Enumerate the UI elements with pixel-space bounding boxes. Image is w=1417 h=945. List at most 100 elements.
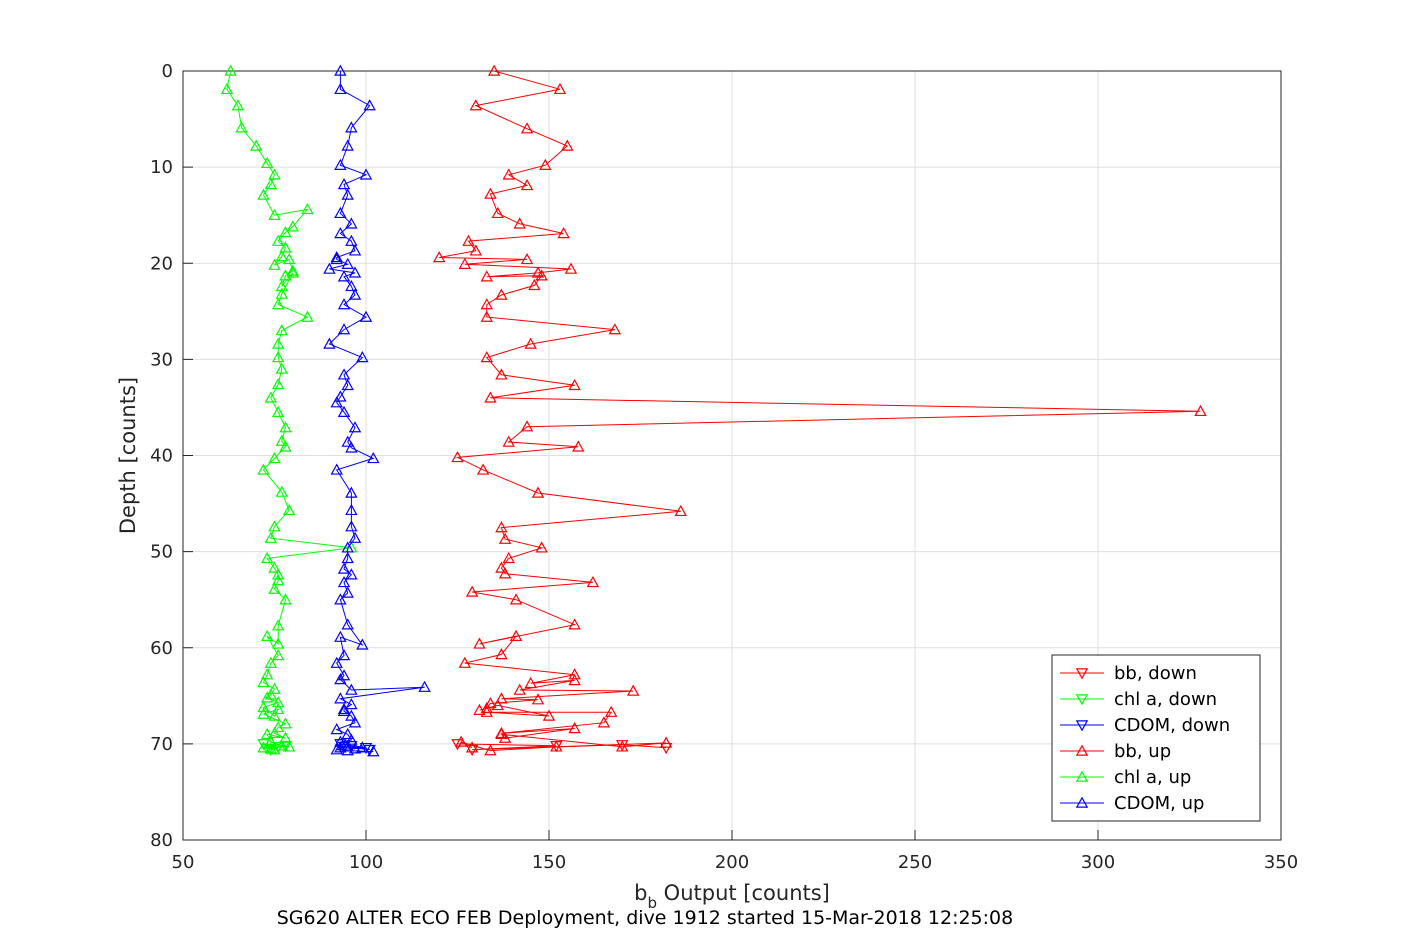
legend-swatch-marker bbox=[1075, 694, 1089, 706]
data-point-chl-a-up bbox=[268, 258, 281, 270]
data-point-cdom-up bbox=[341, 435, 354, 447]
data-point-cdom-up bbox=[323, 262, 336, 274]
data-point-bb-up bbox=[495, 692, 508, 704]
data-point-cdom-up bbox=[359, 310, 373, 322]
x-tick-label: 150 bbox=[532, 852, 566, 873]
data-point-cdom-up bbox=[348, 421, 362, 433]
legend-item-cdom-up: CDOM, up bbox=[1060, 793, 1204, 814]
data-point-bb-up bbox=[605, 705, 618, 717]
data-point-chl-a-up bbox=[268, 561, 281, 573]
data-point-bb-up bbox=[659, 736, 673, 748]
data-point-bb-up bbox=[531, 693, 545, 705]
data-point-bb-up bbox=[480, 701, 493, 714]
data-point-bb-up bbox=[553, 82, 567, 95]
x-tick-label: 200 bbox=[715, 852, 749, 873]
data-point-chl-a-up bbox=[268, 520, 281, 532]
data-point-cdom-up bbox=[348, 742, 362, 754]
data-point-bb-up bbox=[524, 337, 537, 349]
data-point-chl-a-up bbox=[271, 337, 285, 349]
data-point-cdom-up bbox=[341, 586, 354, 598]
data-point-chl-a-up bbox=[268, 582, 281, 594]
data-point-cdom-up bbox=[337, 702, 351, 715]
data-point-bb-up bbox=[480, 310, 493, 322]
data-point-chl-a-up bbox=[275, 434, 289, 446]
series-line-chl-a-up bbox=[226, 70, 352, 751]
legend-label: chl a, up bbox=[1114, 767, 1191, 788]
data-point-bb-up bbox=[568, 668, 581, 680]
data-point-chl-a-up bbox=[257, 675, 270, 688]
y-axis-label: Depth [counts] bbox=[116, 377, 140, 534]
data-point-bb-up bbox=[586, 575, 600, 588]
data-point-bb-up bbox=[473, 703, 486, 715]
y-tick-label: 70 bbox=[150, 734, 173, 755]
data-point-bb-up bbox=[454, 735, 468, 747]
data-point-cdom-up bbox=[348, 244, 362, 256]
data-point-cdom-up bbox=[341, 551, 354, 564]
data-point-chl-a-up bbox=[271, 234, 285, 246]
data-point-bb-up bbox=[509, 629, 523, 641]
data-point-cdom-down bbox=[334, 739, 347, 751]
data-point-bb-up bbox=[491, 698, 504, 711]
data-point-chl-a-up bbox=[264, 391, 278, 403]
data-point-cdom-up bbox=[345, 121, 358, 133]
data-point-bb-up bbox=[528, 278, 541, 291]
legend-label: CDOM, up bbox=[1114, 793, 1204, 814]
data-point-bb-down bbox=[451, 739, 464, 751]
data-point-chl-a-up bbox=[264, 177, 278, 190]
data-point-cdom-up bbox=[356, 741, 369, 753]
data-point-bb-up bbox=[480, 270, 493, 282]
data-point-cdom-up bbox=[348, 716, 362, 728]
series-chl-a-up bbox=[220, 64, 358, 755]
data-point-cdom-up bbox=[345, 441, 358, 453]
data-point-chl-a-up bbox=[220, 82, 234, 95]
data-point-bb-down bbox=[659, 742, 673, 755]
data-point-bb-up bbox=[458, 656, 472, 668]
legend-swatch-marker bbox=[1075, 720, 1089, 732]
data-point-bb-up bbox=[465, 585, 479, 597]
x-axis-label-main: b bbox=[634, 881, 647, 905]
series-group bbox=[220, 64, 1207, 757]
data-point-bb-up bbox=[502, 168, 515, 180]
legend-label: chl a, down bbox=[1114, 689, 1217, 710]
data-point-chl-a-up bbox=[260, 668, 274, 680]
data-point-bb-up bbox=[550, 740, 563, 752]
data-point-cdom-up bbox=[359, 168, 373, 180]
x-tick-label: 50 bbox=[172, 852, 195, 873]
series-bb-up bbox=[432, 64, 1207, 756]
data-point-chl-a-up bbox=[282, 503, 296, 516]
legend-swatch-marker bbox=[1075, 668, 1089, 680]
x-axis-label-rest: Output [counts] bbox=[657, 881, 830, 905]
legend-label: bb, down bbox=[1114, 663, 1197, 684]
legend-swatch-marker bbox=[1075, 796, 1089, 808]
data-point-chl-a-up bbox=[271, 619, 285, 631]
data-point-chl-a-up bbox=[260, 629, 274, 641]
legend-item-bb-up: bb, up bbox=[1060, 741, 1171, 762]
legend-item-chl-a-up: chl a, up bbox=[1060, 767, 1191, 788]
data-point-chl-a-up bbox=[271, 377, 285, 390]
series-line-cdom-down bbox=[340, 743, 370, 751]
data-point-cdom-up bbox=[337, 405, 351, 418]
data-point-bb-up bbox=[568, 378, 581, 391]
x-tick-label: 250 bbox=[898, 852, 932, 873]
data-point-cdom-up bbox=[345, 568, 358, 580]
data-point-cdom-up bbox=[337, 323, 351, 335]
y-tick-label: 50 bbox=[150, 542, 173, 563]
legend-item-cdom-down: CDOM, down bbox=[1060, 715, 1230, 736]
axis-ticks: 50 100 150 200 250 300 350 0 10 20 30 40 50 60 70 80 bbox=[150, 61, 1298, 873]
data-point-bb-up bbox=[520, 122, 534, 134]
data-point-chl-a-up bbox=[231, 99, 245, 111]
data-point-bb-up bbox=[480, 705, 493, 717]
data-point-chl-a-up bbox=[279, 593, 292, 605]
data-point-chl-a-up bbox=[279, 241, 292, 253]
data-point-bb-up bbox=[557, 227, 570, 239]
data-point-cdom-up bbox=[334, 630, 347, 642]
data-point-bb-up bbox=[502, 435, 515, 447]
legend-item-chl-a-down: chl a, down bbox=[1060, 689, 1217, 710]
data-point-cdom-up bbox=[345, 520, 358, 532]
legend-box bbox=[1051, 654, 1261, 822]
legend-item-bb-down: bb, down bbox=[1060, 663, 1197, 684]
data-point-cdom-up bbox=[348, 266, 362, 278]
data-point-bb-up bbox=[473, 637, 486, 649]
